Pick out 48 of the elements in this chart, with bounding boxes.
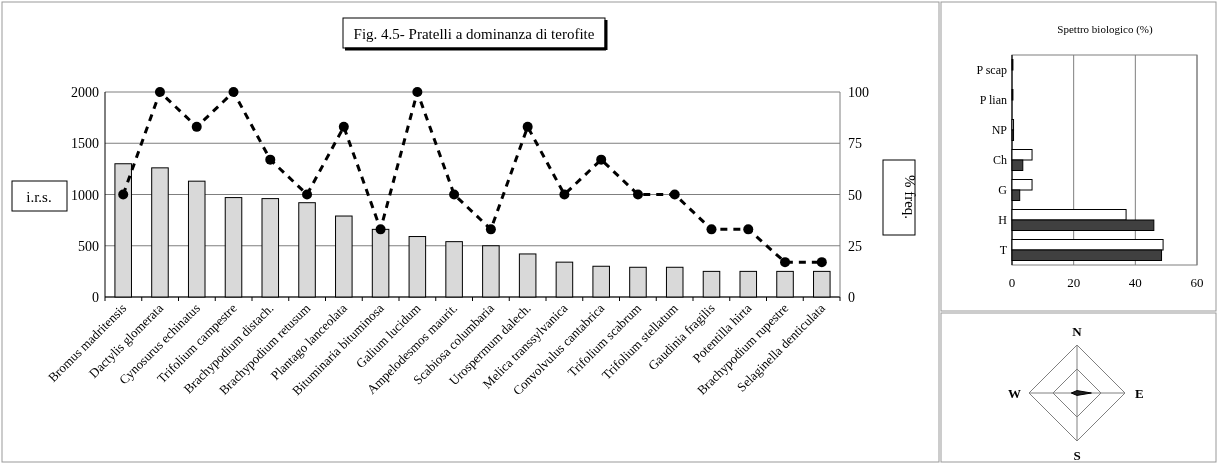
y-tick-label: Ch — [992, 153, 1007, 167]
chart-title: Spettro biologico (%) — [1057, 23, 1153, 36]
point — [816, 257, 827, 268]
spoke-label: S — [1073, 448, 1081, 464]
y2-tick-label: 100 — [848, 85, 869, 100]
y-tick-label: 500 — [78, 238, 99, 254]
spoke-label: E — [1135, 386, 1144, 401]
y-tick-label: NP — [991, 123, 1008, 137]
point — [632, 189, 643, 200]
y-tick-label: 1500 — [71, 136, 99, 152]
spoke-label: N — [1072, 323, 1083, 339]
point — [669, 189, 680, 200]
point — [559, 189, 570, 200]
x-tick-label: 20 — [1067, 275, 1081, 290]
point — [302, 189, 313, 200]
point — [154, 87, 165, 97]
point — [191, 121, 202, 132]
chart-title: Fig. 4.5- Pratelli a dominanza di terofite — [353, 26, 595, 42]
point — [596, 154, 607, 165]
y-tick-label: G — [998, 183, 1008, 197]
point — [522, 121, 533, 132]
point — [375, 224, 386, 235]
y2-axis-title: % freq. — [902, 174, 918, 220]
y-tick-label: T — [999, 243, 1008, 257]
y2-tick-label: 75 — [848, 136, 862, 152]
y-tick-label: 1000 — [71, 187, 99, 203]
point — [228, 87, 239, 97]
point — [338, 121, 349, 132]
y-axis-title: i.r.s. — [26, 189, 52, 205]
x-tick-label: 60 — [1190, 275, 1204, 290]
x-tick-label: 40 — [1128, 275, 1142, 290]
y-tick-label: 0 — [92, 290, 99, 305]
y-tick-label: P scap — [976, 63, 1007, 77]
point — [743, 224, 754, 235]
y2-tick-label: 50 — [848, 187, 862, 203]
point — [780, 257, 791, 268]
y2-tick-label: 25 — [848, 238, 862, 254]
point — [412, 87, 423, 97]
spoke-label: W — [1008, 386, 1022, 401]
point — [265, 154, 276, 165]
y-tick-label: 2000 — [71, 85, 99, 100]
y-tick-label: P lian — [979, 93, 1007, 107]
point — [449, 189, 460, 200]
point — [118, 189, 129, 200]
point — [706, 224, 717, 235]
y2-tick-label: 0 — [848, 290, 855, 305]
point — [485, 224, 496, 235]
y-tick-label: H — [998, 213, 1008, 227]
